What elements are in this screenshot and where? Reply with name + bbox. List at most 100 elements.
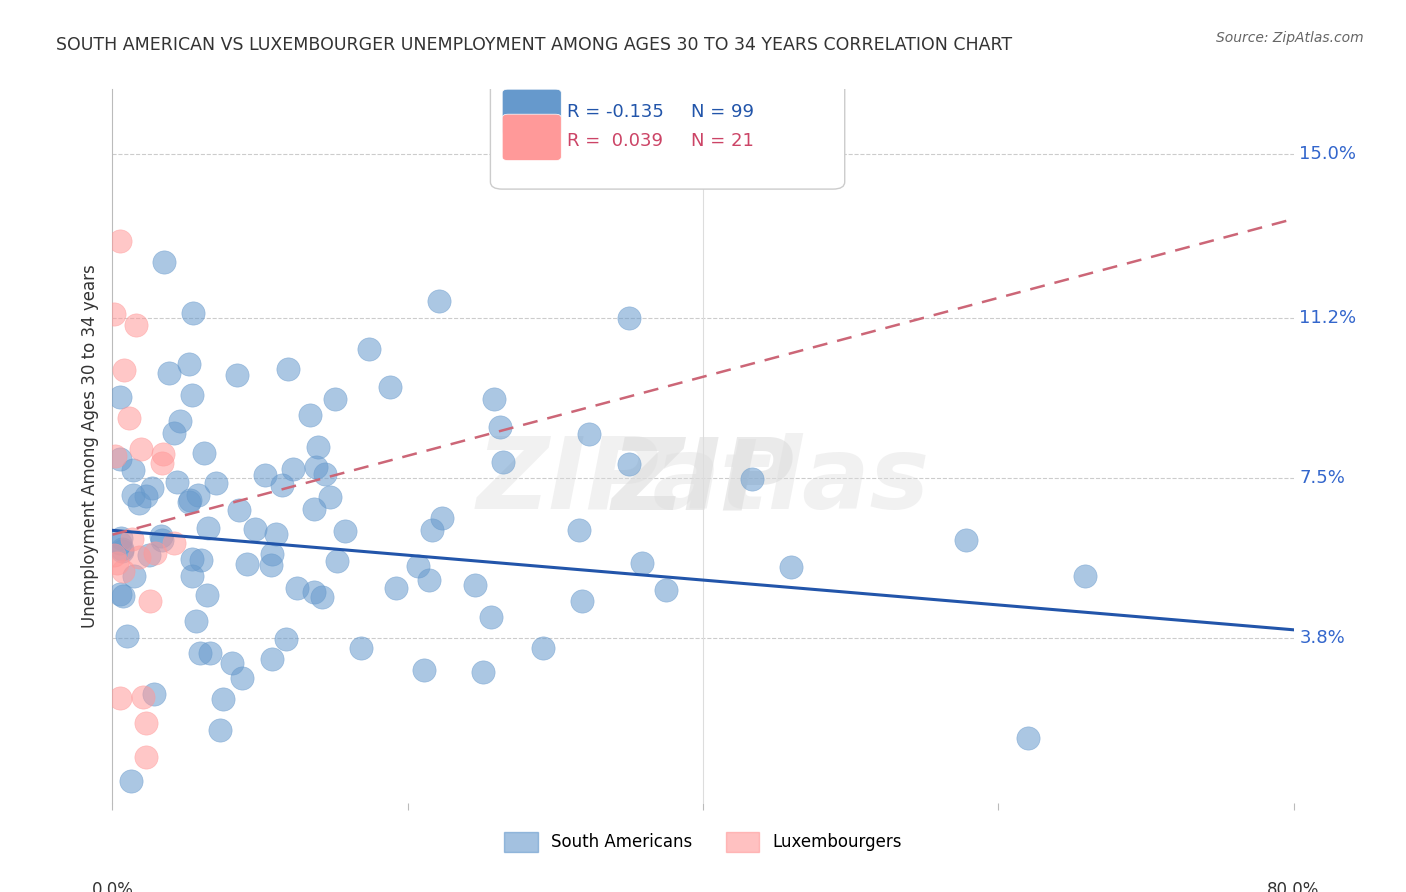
Point xyxy=(225,368,247,382)
Text: 11.2%: 11.2% xyxy=(1299,310,1357,327)
Point xyxy=(335,524,357,538)
Point xyxy=(955,533,977,547)
Text: R =  0.039: R = 0.039 xyxy=(567,132,664,150)
Point xyxy=(143,546,166,560)
Point xyxy=(110,543,132,558)
Point xyxy=(186,614,208,628)
Point xyxy=(108,536,131,550)
Text: N = 99: N = 99 xyxy=(692,103,754,121)
Text: R = -0.135: R = -0.135 xyxy=(567,103,664,121)
Point xyxy=(112,363,135,377)
Point xyxy=(299,408,322,422)
Point xyxy=(153,255,176,269)
Point xyxy=(231,671,253,685)
Point xyxy=(103,307,125,321)
Point xyxy=(108,234,131,248)
Point xyxy=(420,523,443,537)
Point xyxy=(108,587,131,601)
Point xyxy=(200,647,222,661)
Point xyxy=(135,489,157,503)
Point xyxy=(135,750,157,764)
Text: N = 21: N = 21 xyxy=(692,132,754,150)
Point xyxy=(180,388,202,402)
Point xyxy=(142,687,165,701)
Point xyxy=(187,488,209,502)
Text: 3.8%: 3.8% xyxy=(1299,630,1346,648)
Point xyxy=(150,533,173,547)
Point xyxy=(412,663,434,677)
Point xyxy=(302,584,325,599)
Point xyxy=(281,462,304,476)
Point xyxy=(193,446,215,460)
Point xyxy=(205,475,228,490)
Point xyxy=(260,558,283,573)
Point xyxy=(323,392,346,407)
Text: ZIP: ZIP xyxy=(612,434,794,530)
FancyBboxPatch shape xyxy=(502,114,561,161)
Point xyxy=(617,457,640,471)
Point xyxy=(1074,568,1097,582)
Point xyxy=(122,463,145,477)
Point xyxy=(780,560,803,574)
Point xyxy=(166,475,188,490)
Point xyxy=(108,452,131,467)
Point xyxy=(163,536,186,550)
Point xyxy=(325,554,347,568)
Point xyxy=(1017,731,1039,745)
FancyBboxPatch shape xyxy=(491,82,845,189)
Point xyxy=(128,496,150,510)
Point xyxy=(567,523,589,537)
Point xyxy=(105,556,128,570)
Point xyxy=(152,447,174,461)
Point xyxy=(125,318,148,333)
Point xyxy=(103,548,125,562)
Point xyxy=(135,715,157,730)
Point xyxy=(108,691,131,706)
Point xyxy=(741,472,763,486)
Point xyxy=(221,656,243,670)
Point xyxy=(150,529,173,543)
Point xyxy=(578,426,600,441)
Text: Source: ZipAtlas.com: Source: ZipAtlas.com xyxy=(1216,31,1364,45)
Point xyxy=(357,342,380,356)
Point xyxy=(139,594,162,608)
Point xyxy=(132,690,155,704)
Point xyxy=(302,502,325,516)
Point xyxy=(260,547,283,561)
Point xyxy=(305,459,328,474)
Point xyxy=(138,548,160,562)
Point xyxy=(212,691,235,706)
Point xyxy=(111,564,134,578)
Point xyxy=(619,311,641,326)
Point xyxy=(492,455,515,469)
Text: SOUTH AMERICAN VS LUXEMBOURGER UNEMPLOYMENT AMONG AGES 30 TO 34 YEARS CORRELATIO: SOUTH AMERICAN VS LUXEMBOURGER UNEMPLOYM… xyxy=(56,36,1012,54)
Point xyxy=(408,559,430,574)
Text: 7.5%: 7.5% xyxy=(1299,469,1346,487)
Point xyxy=(311,590,333,604)
Point xyxy=(108,390,131,404)
Point xyxy=(128,549,150,564)
Point xyxy=(197,520,219,534)
Point xyxy=(418,573,440,587)
Point xyxy=(169,414,191,428)
Point xyxy=(384,581,406,595)
Point xyxy=(308,440,330,454)
Point xyxy=(179,357,201,371)
Point xyxy=(177,494,200,508)
Point xyxy=(122,569,145,583)
Point xyxy=(190,553,212,567)
Point xyxy=(228,503,250,517)
Point xyxy=(482,392,505,407)
Point xyxy=(464,578,486,592)
Point xyxy=(208,723,231,737)
Point xyxy=(195,588,218,602)
Point xyxy=(264,526,287,541)
Point xyxy=(319,490,342,504)
Point xyxy=(181,551,204,566)
Point xyxy=(157,366,180,380)
Point xyxy=(531,641,554,656)
Point xyxy=(245,522,267,536)
Point xyxy=(236,558,259,572)
Point xyxy=(163,426,186,441)
Point xyxy=(121,532,143,546)
